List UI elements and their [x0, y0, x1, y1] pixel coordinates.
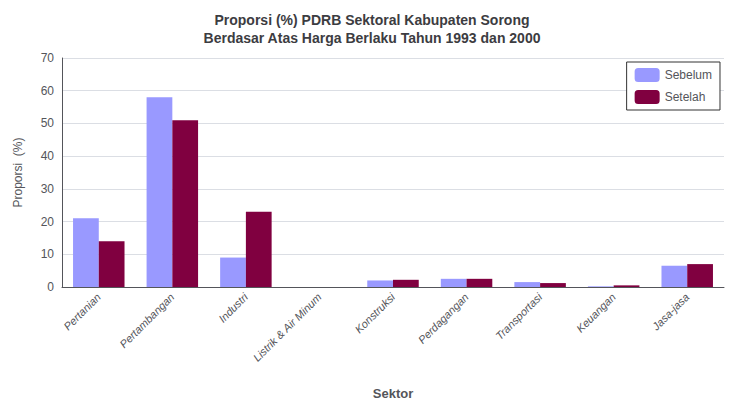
svg-text:Proporsi (%): Proporsi (%) [11, 137, 25, 207]
svg-text:0: 0 [47, 280, 54, 294]
svg-text:40: 40 [41, 149, 55, 163]
svg-text:Setelah: Setelah [665, 90, 706, 104]
svg-text:Keuangan: Keuangan [574, 291, 618, 335]
svg-text:Proporsi (%) PDRB Sektoral Kab: Proporsi (%) PDRB Sektoral Kabupaten Sor… [214, 12, 529, 28]
svg-text:Sebelum: Sebelum [665, 68, 712, 82]
svg-text:10: 10 [41, 247, 55, 261]
svg-text:Pertambangan: Pertambangan [117, 291, 176, 350]
svg-text:Berdasar Atas Harga Berlaku Ta: Berdasar Atas Harga Berlaku Tahun 1993 d… [204, 30, 541, 46]
svg-text:50: 50 [41, 116, 55, 130]
svg-text:30: 30 [41, 182, 55, 196]
svg-text:Transportasi: Transportasi [493, 290, 544, 341]
svg-text:20: 20 [41, 215, 55, 229]
svg-text:Industri: Industri [216, 290, 250, 324]
svg-text:Pertanian: Pertanian [61, 291, 103, 333]
svg-text:70: 70 [41, 51, 55, 65]
svg-text:Jasa-jasa: Jasa-jasa [649, 291, 691, 333]
svg-text:Listrik & Air Minum: Listrik & Air Minum [251, 291, 324, 364]
svg-text:Sektor: Sektor [373, 386, 413, 401]
svg-text:Perdagangan: Perdagangan [416, 291, 471, 346]
svg-text:60: 60 [41, 84, 55, 98]
svg-text:Konstruksi: Konstruksi [352, 290, 397, 335]
